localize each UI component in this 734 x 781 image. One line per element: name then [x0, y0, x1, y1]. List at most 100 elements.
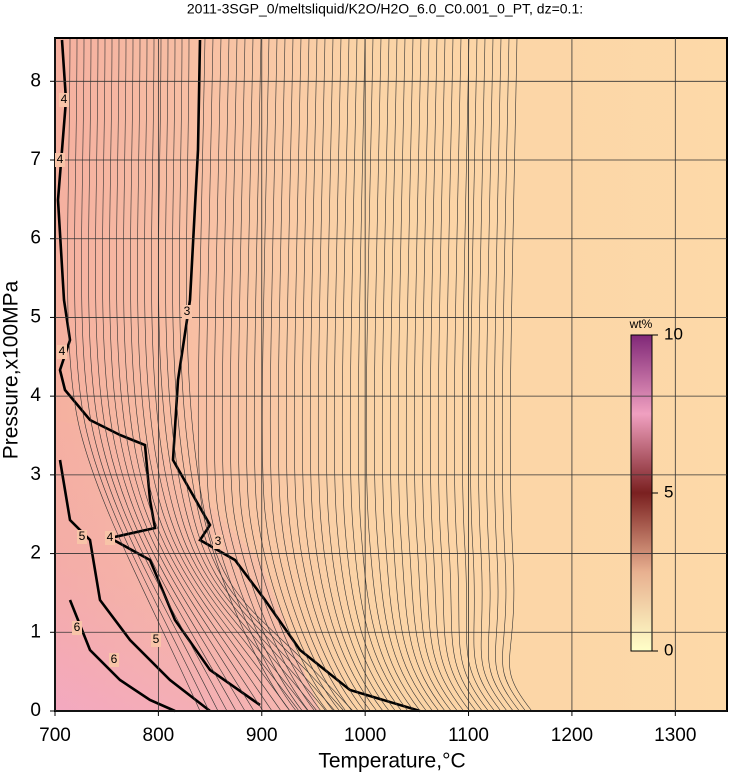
- contour-line: [205, 37, 297, 712]
- contour-label-bg: [109, 653, 119, 667]
- contour-line: [81, 37, 219, 712]
- contour-label-bg: [151, 633, 161, 647]
- x-tick-label: 1200: [551, 725, 593, 746]
- x-tick-label: 900: [246, 725, 278, 746]
- contour-line: [381, 37, 433, 712]
- contours: [56, 37, 533, 713]
- x-tick-label: 700: [39, 725, 71, 746]
- contour-label-bg: [57, 345, 67, 359]
- x-axis-label: Temperature,°C: [318, 750, 465, 773]
- contour-label-bg: [55, 153, 65, 167]
- chart-title: 2011-3SGP_0/meltsliquid/K2O/H2O_6.0_C0.0…: [187, 1, 583, 17]
- contour-line: [172, 37, 336, 712]
- y-tick-label: 8: [30, 70, 41, 91]
- contour-line: [116, 37, 264, 712]
- contour-line: [158, 37, 318, 712]
- x-tick-label: 1000: [344, 725, 386, 746]
- contour-label: 3: [215, 534, 222, 548]
- contour-label-bg: [72, 621, 82, 635]
- contour-line: [229, 37, 316, 712]
- contour-label-bg: [182, 305, 192, 319]
- contour-line: [501, 37, 526, 712]
- colorbar-tick-label: 5: [664, 482, 673, 501]
- contour-label-bg: [59, 93, 69, 107]
- contour-label: 5: [153, 632, 160, 646]
- contour-line: [253, 37, 334, 712]
- contour-line: [397, 37, 446, 712]
- contour-label: 6: [111, 652, 118, 666]
- contour-line: [405, 37, 452, 712]
- contour-label: 4: [57, 152, 64, 166]
- colorbar-label: wt%: [629, 317, 653, 331]
- contour-line: [333, 37, 396, 712]
- contour-line: [421, 37, 464, 712]
- contour-line: [144, 37, 300, 712]
- contour-line: [165, 37, 327, 712]
- contour-line: [277, 37, 353, 712]
- contour-line: [88, 37, 228, 712]
- y-axis-label: Pressure,x100MPa: [0, 280, 23, 459]
- contour-line: [389, 37, 440, 712]
- contour-line: [485, 37, 514, 712]
- contour-line: [325, 37, 390, 712]
- contour-line: [151, 37, 309, 712]
- y-tick-label: 0: [30, 700, 41, 721]
- x-tick-label: 1300: [654, 725, 696, 746]
- contour-label: 5: [79, 529, 86, 543]
- contour-line: [285, 37, 359, 712]
- contour-line: [67, 37, 201, 712]
- contour-line: [437, 37, 477, 712]
- contour-line: [317, 37, 384, 712]
- contour-line: [137, 37, 291, 712]
- colorbar-tick-label: 0: [664, 640, 673, 659]
- y-tick-label: 6: [30, 228, 41, 249]
- contour-line: [509, 37, 533, 712]
- contour-line: [429, 37, 471, 712]
- contour-label-bg: [213, 535, 223, 549]
- x-tick-label: 800: [143, 725, 175, 746]
- y-tick-label: 5: [30, 306, 41, 327]
- contour-line: [373, 37, 427, 712]
- contour-line: [309, 37, 378, 712]
- contour-line: [186, 37, 354, 712]
- contour-line: [261, 37, 340, 712]
- y-tick-label: 2: [30, 543, 41, 564]
- contour-line: [269, 37, 347, 712]
- contour-line: [477, 37, 508, 712]
- contour-line: [349, 37, 409, 712]
- contour-line: [357, 37, 415, 712]
- contour-line: [213, 37, 303, 712]
- contour-line: [95, 37, 237, 712]
- contour-line: [109, 37, 255, 712]
- contour-line: [245, 37, 328, 712]
- contour-label-bg: [105, 531, 115, 545]
- contour-line: [293, 37, 365, 712]
- colorbar-tick-label: 10: [664, 324, 683, 343]
- contour-label: 4: [61, 92, 68, 106]
- y-tick-label: 1: [30, 621, 41, 642]
- contour-line: [102, 37, 246, 712]
- contour-line: [221, 37, 309, 712]
- contour-label: 4: [59, 344, 66, 358]
- contour-line: [301, 37, 371, 712]
- y-tick-label: 3: [30, 464, 41, 485]
- contour-line: [493, 37, 520, 712]
- contour-line: [453, 37, 489, 712]
- contour-line: [179, 37, 345, 712]
- contour-line: [469, 37, 502, 712]
- contour-label: 6: [74, 620, 81, 634]
- contour-label: 3: [184, 304, 191, 318]
- contour-line: [445, 37, 483, 712]
- x-tick-label: 1100: [448, 725, 489, 746]
- contour-line: [123, 37, 273, 712]
- contour-line: [365, 37, 421, 712]
- y-tick-label: 4: [30, 385, 41, 406]
- colorbar: [630, 334, 653, 652]
- y-tick-label: 7: [30, 149, 41, 170]
- contour-line: [413, 37, 458, 712]
- contour-line: [341, 37, 402, 712]
- contour-line: [130, 37, 282, 712]
- contour-label: 4: [107, 530, 114, 544]
- contour-label-bg: [77, 530, 87, 544]
